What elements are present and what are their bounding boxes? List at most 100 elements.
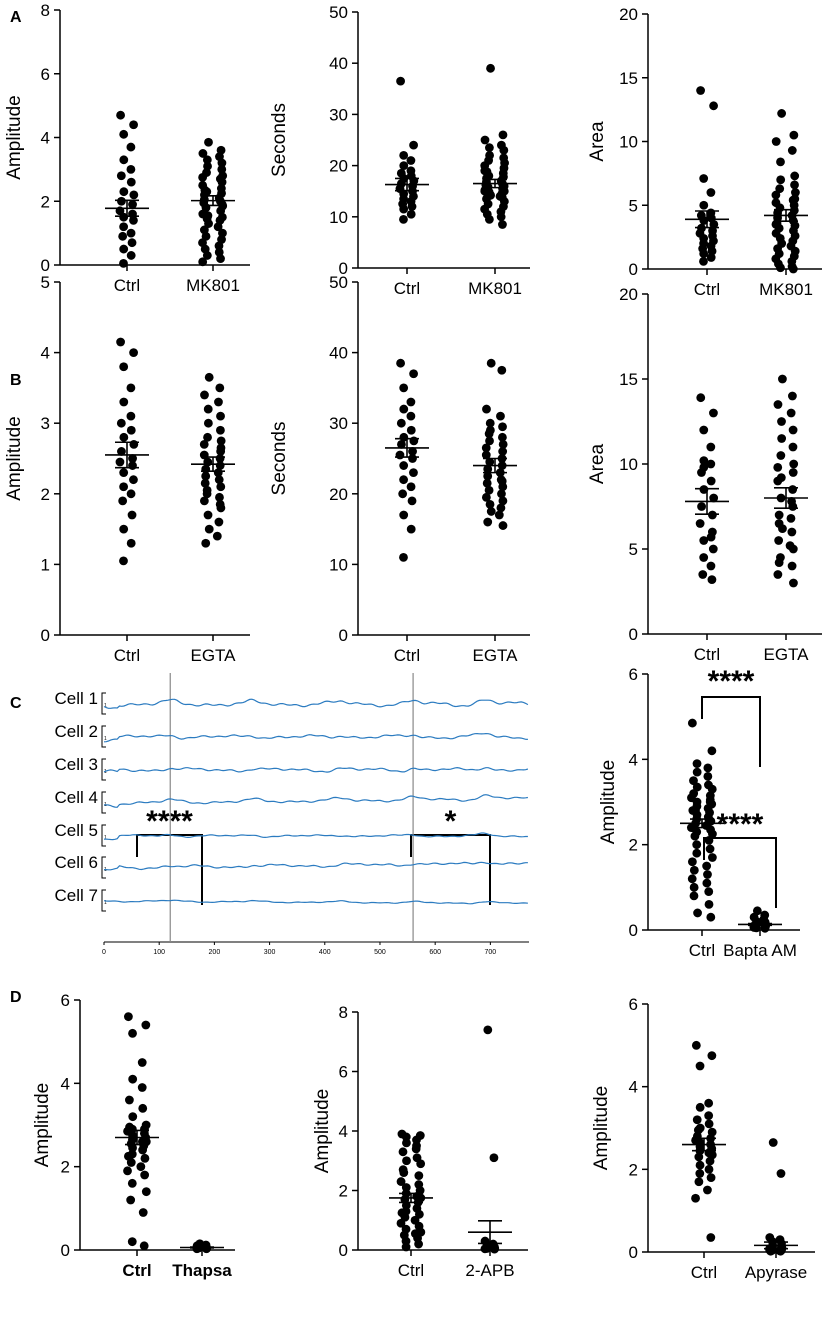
data-point bbox=[778, 374, 787, 384]
x-tick-label: 100 bbox=[153, 949, 165, 956]
data-point bbox=[498, 447, 508, 456]
data-point bbox=[706, 532, 716, 542]
data-point bbox=[690, 831, 700, 841]
y-tick-label: 15 bbox=[619, 69, 638, 88]
data-point bbox=[706, 1233, 716, 1242]
x-tick-label: Ctrl bbox=[691, 1263, 717, 1282]
data-point bbox=[116, 171, 126, 181]
x-tick-label: Apyrase bbox=[745, 1263, 807, 1282]
data-point bbox=[688, 806, 698, 815]
y-tick-label: 8 bbox=[41, 1, 50, 20]
data-point bbox=[127, 1237, 137, 1247]
data-point bbox=[788, 485, 798, 494]
data-point bbox=[776, 175, 786, 185]
data-point bbox=[402, 1156, 411, 1166]
cell-trace bbox=[103, 899, 528, 905]
data-point bbox=[406, 482, 416, 492]
data-point bbox=[704, 900, 714, 909]
data-point bbox=[687, 718, 697, 728]
data-point bbox=[774, 536, 784, 545]
data-point bbox=[787, 497, 796, 506]
data-point bbox=[689, 776, 698, 786]
data-point bbox=[484, 429, 494, 439]
data-point bbox=[395, 450, 405, 460]
x-tick-label: Ctrl bbox=[122, 1261, 151, 1280]
data-point bbox=[204, 137, 213, 147]
data-point bbox=[689, 882, 699, 892]
scale-bracket bbox=[101, 725, 106, 748]
data-point bbox=[127, 238, 137, 248]
scale-label: 1 bbox=[104, 900, 107, 906]
data-point bbox=[703, 870, 712, 879]
data-point bbox=[414, 1239, 423, 1249]
scale-bracket bbox=[101, 889, 106, 912]
scale-label: 1 bbox=[104, 703, 107, 709]
y-tick-label: 10 bbox=[329, 555, 348, 574]
data-point bbox=[704, 1098, 714, 1108]
data-point bbox=[399, 150, 409, 160]
data-point bbox=[129, 215, 138, 225]
data-point bbox=[789, 130, 799, 140]
y-axis-label: Seconds bbox=[269, 103, 290, 177]
data-point bbox=[203, 418, 213, 428]
data-point bbox=[709, 408, 718, 418]
data-point bbox=[117, 447, 126, 456]
data-point bbox=[127, 1124, 137, 1134]
data-point bbox=[396, 358, 405, 368]
data-point bbox=[788, 442, 798, 452]
data-point bbox=[126, 1195, 136, 1205]
data-point bbox=[119, 482, 129, 492]
y-axis-label: Amplitude bbox=[4, 95, 25, 180]
data-point bbox=[119, 187, 129, 197]
data-point bbox=[771, 219, 781, 229]
data-point bbox=[703, 763, 713, 773]
x-tick-label: 600 bbox=[429, 949, 441, 956]
data-point bbox=[777, 109, 787, 118]
data-point bbox=[216, 254, 225, 264]
x-tick-label: Ctrl bbox=[398, 1261, 424, 1280]
x-tick-label: 300 bbox=[264, 949, 276, 956]
data-point bbox=[414, 1171, 424, 1181]
x-tick-label: 0 bbox=[102, 949, 106, 956]
data-point bbox=[485, 457, 495, 467]
panel-label: B bbox=[10, 372, 22, 389]
data-point bbox=[199, 439, 209, 449]
data-point bbox=[703, 1185, 712, 1195]
data-point bbox=[694, 1152, 704, 1162]
data-point bbox=[706, 561, 716, 571]
data-point bbox=[706, 459, 716, 469]
data-point bbox=[129, 190, 139, 200]
data-point bbox=[699, 456, 709, 465]
panel-label: C bbox=[10, 695, 22, 712]
scale-bracket bbox=[101, 824, 106, 847]
data-point bbox=[396, 1177, 406, 1186]
data-point bbox=[399, 383, 409, 393]
y-tick-label: 6 bbox=[41, 65, 50, 84]
cell-label: Cell 2 bbox=[55, 722, 98, 741]
panel-label: D bbox=[10, 989, 22, 1006]
y-tick-label: 4 bbox=[629, 750, 638, 769]
data-point bbox=[695, 1061, 705, 1071]
data-point bbox=[126, 177, 136, 187]
data-point bbox=[498, 432, 507, 442]
y-tick-label: 6 bbox=[339, 1063, 348, 1082]
y-tick-label: 10 bbox=[619, 455, 638, 474]
data-point bbox=[409, 369, 418, 379]
data-point bbox=[497, 365, 507, 375]
data-point bbox=[709, 493, 719, 503]
data-point bbox=[776, 451, 786, 460]
data-point bbox=[410, 1229, 420, 1239]
data-point bbox=[498, 422, 507, 432]
data-point bbox=[138, 1103, 148, 1113]
data-point bbox=[119, 129, 129, 139]
data-point bbox=[706, 912, 716, 922]
data-point bbox=[774, 558, 784, 567]
data-point bbox=[697, 502, 706, 511]
y-tick-label: 4 bbox=[339, 1122, 348, 1141]
y-tick-label: 0 bbox=[61, 1241, 70, 1260]
scale-bracket bbox=[101, 856, 106, 879]
data-point bbox=[398, 489, 408, 499]
data-point bbox=[192, 1244, 202, 1254]
data-point bbox=[490, 1244, 499, 1254]
data-point bbox=[692, 1115, 702, 1125]
